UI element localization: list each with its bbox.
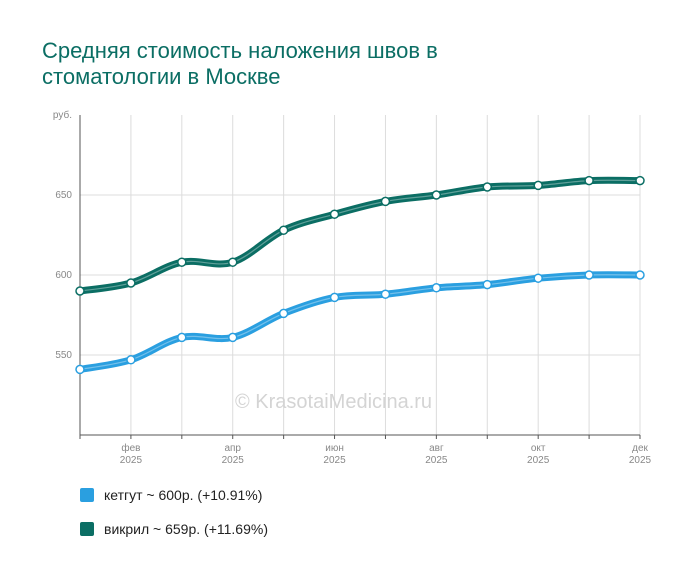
legend-swatch-vikril [80, 522, 94, 536]
chart-title-line2: стоматологии в Москве [42, 64, 281, 89]
data-point-series-1[interactable] [227, 257, 238, 267]
x-tick-label-month: окт [531, 443, 546, 454]
x-tick-label-year: 2025 [222, 455, 245, 466]
data-point-series-1[interactable] [635, 175, 645, 186]
data-point-series-0[interactable] [227, 332, 238, 343]
data-point-series-0[interactable] [533, 273, 543, 283]
data-point-series-0[interactable] [126, 355, 136, 365]
data-point-series-0[interactable] [584, 270, 594, 280]
chart-title-line1: Средняя стоимость наложения швов в [42, 38, 438, 63]
x-tick-label-month: июн [325, 443, 344, 454]
data-point-series-1[interactable] [380, 196, 391, 207]
data-point-series-0[interactable] [380, 289, 391, 299]
data-point-series-0[interactable] [431, 283, 442, 293]
y-unit-label: руб. [53, 109, 72, 121]
x-tick-label-month: апр [224, 443, 241, 454]
x-tick-label-year: 2025 [323, 455, 346, 466]
watermark: © KrasotaiMedicina.ru [235, 391, 433, 413]
data-point-series-1[interactable] [533, 180, 543, 191]
data-point-series-1[interactable] [75, 286, 85, 296]
x-tick-label-month: дек [632, 443, 648, 454]
data-point-series-0[interactable] [635, 270, 645, 280]
y-tick-label: 550 [55, 350, 72, 361]
y-tick-label: 600 [55, 270, 72, 281]
x-tick-label-year: 2025 [527, 455, 550, 466]
legend: кетгут ~ 600р. (+10.91%) викрил ~ 659р. … [80, 485, 268, 553]
data-point-series-1[interactable] [329, 209, 340, 219]
legend-item-ketgut[interactable]: кетгут ~ 600р. (+10.91%) [80, 485, 268, 505]
data-point-series-0[interactable] [75, 364, 85, 375]
data-points [75, 175, 645, 375]
legend-label-vikril: викрил ~ 659р. (+11.69%) [104, 521, 268, 537]
data-point-series-1[interactable] [177, 257, 187, 267]
x-tick-label-year: 2025 [629, 455, 652, 466]
x-tick-label-month: авг [429, 443, 444, 454]
data-point-series-0[interactable] [329, 292, 340, 303]
x-tick-label-year: 2025 [425, 455, 448, 466]
axes: 550600650руб.фев2025апр2025июн2025авг202… [53, 109, 652, 466]
chart-title: Средняя стоимость наложения швов в стома… [42, 38, 642, 90]
x-tick-label-year: 2025 [120, 455, 143, 466]
data-point-series-1[interactable] [126, 278, 136, 288]
legend-label-ketgut: кетгут ~ 600р. (+10.91%) [104, 487, 263, 503]
data-point-series-1[interactable] [584, 175, 594, 186]
legend-item-vikril[interactable]: викрил ~ 659р. (+11.69%) [80, 519, 268, 539]
data-point-series-0[interactable] [177, 332, 187, 343]
data-point-series-0[interactable] [278, 308, 289, 319]
data-point-series-1[interactable] [431, 190, 442, 200]
data-point-series-1[interactable] [278, 225, 289, 235]
data-point-series-0[interactable] [482, 279, 493, 290]
x-tick-label-month: фев [121, 442, 140, 454]
y-tick-label: 650 [55, 190, 72, 201]
legend-swatch-ketgut [80, 488, 94, 502]
data-point-series-1[interactable] [482, 182, 493, 192]
